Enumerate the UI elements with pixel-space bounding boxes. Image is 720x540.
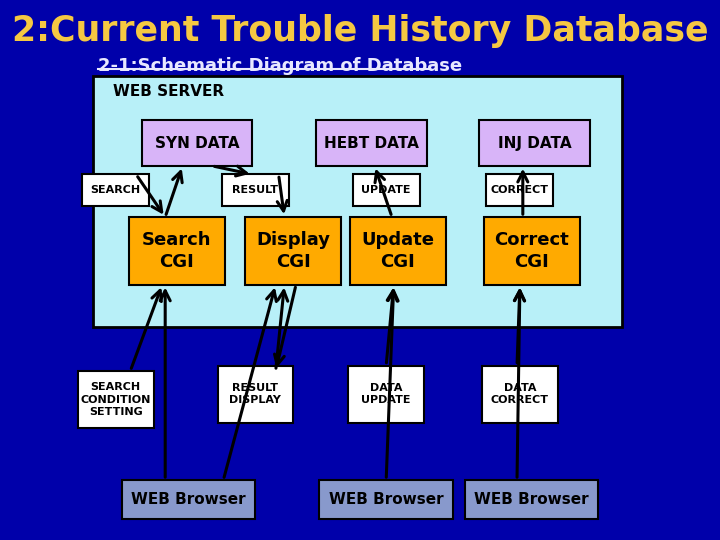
FancyBboxPatch shape [480,120,590,166]
FancyBboxPatch shape [482,366,558,422]
FancyBboxPatch shape [245,217,341,285]
FancyBboxPatch shape [316,120,427,166]
Text: WEB Browser: WEB Browser [474,492,589,507]
FancyBboxPatch shape [217,366,293,422]
Text: DATA
CORRECT: DATA CORRECT [491,383,549,406]
Text: 2-1:Schematic Diagram of Database: 2-1:Schematic Diagram of Database [99,57,462,75]
Text: SYN DATA: SYN DATA [155,136,240,151]
Text: 2:Current Trouble History Database: 2:Current Trouble History Database [12,14,708,48]
FancyBboxPatch shape [319,480,453,519]
Text: SEARCH
CONDITION
SETTING: SEARCH CONDITION SETTING [81,382,151,417]
FancyBboxPatch shape [487,174,554,206]
FancyBboxPatch shape [142,120,253,166]
Text: RESULT
DISPLAY: RESULT DISPLAY [230,383,282,406]
FancyBboxPatch shape [350,217,446,285]
Text: UPDATE: UPDATE [361,185,411,195]
FancyBboxPatch shape [484,217,580,285]
Text: Update
CGI: Update CGI [361,231,434,271]
FancyBboxPatch shape [222,174,289,206]
Text: HEBT DATA: HEBT DATA [324,136,419,151]
FancyBboxPatch shape [122,480,256,519]
Text: SEARCH: SEARCH [91,185,141,195]
Text: Display
CGI: Display CGI [256,231,330,271]
Text: Correct
CGI: Correct CGI [494,231,569,271]
FancyBboxPatch shape [92,76,621,327]
FancyBboxPatch shape [348,366,424,422]
Text: WEB Browser: WEB Browser [131,492,246,507]
Text: DATA
UPDATE: DATA UPDATE [361,383,411,406]
FancyBboxPatch shape [129,217,225,285]
Text: INJ DATA: INJ DATA [498,136,571,151]
Text: CORRECT: CORRECT [491,185,549,195]
FancyBboxPatch shape [78,372,153,428]
FancyBboxPatch shape [464,480,598,519]
FancyBboxPatch shape [82,174,149,206]
Text: WEB SERVER: WEB SERVER [113,84,224,99]
Text: WEB Browser: WEB Browser [329,492,444,507]
Text: RESULT: RESULT [233,185,279,195]
Text: Search
CGI: Search CGI [142,231,212,271]
FancyBboxPatch shape [353,174,420,206]
